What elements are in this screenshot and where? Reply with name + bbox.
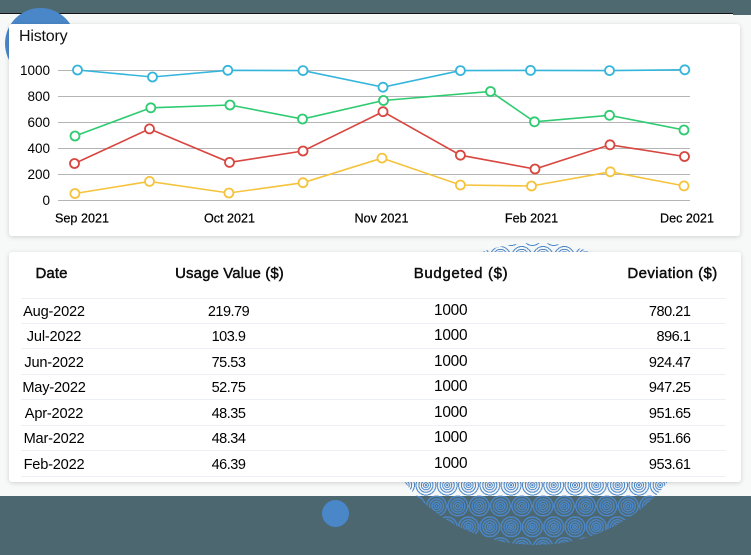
svg-text:1000: 1000 <box>20 63 50 78</box>
svg-text:Sep 2021: Sep 2021 <box>55 211 109 225</box>
svg-text:200: 200 <box>27 167 50 182</box>
svg-text:Feb 2021: Feb 2021 <box>505 211 558 225</box>
svg-text:600: 600 <box>27 115 50 130</box>
svg-text:800: 800 <box>27 89 50 104</box>
svg-text:Nov 2021: Nov 2021 <box>355 211 409 225</box>
svg-text:400: 400 <box>27 141 50 156</box>
svg-text:Dec 2021: Dec 2021 <box>660 211 714 225</box>
svg-text:Oct 2021: Oct 2021 <box>204 211 255 225</box>
svg-text:0: 0 <box>42 193 50 208</box>
